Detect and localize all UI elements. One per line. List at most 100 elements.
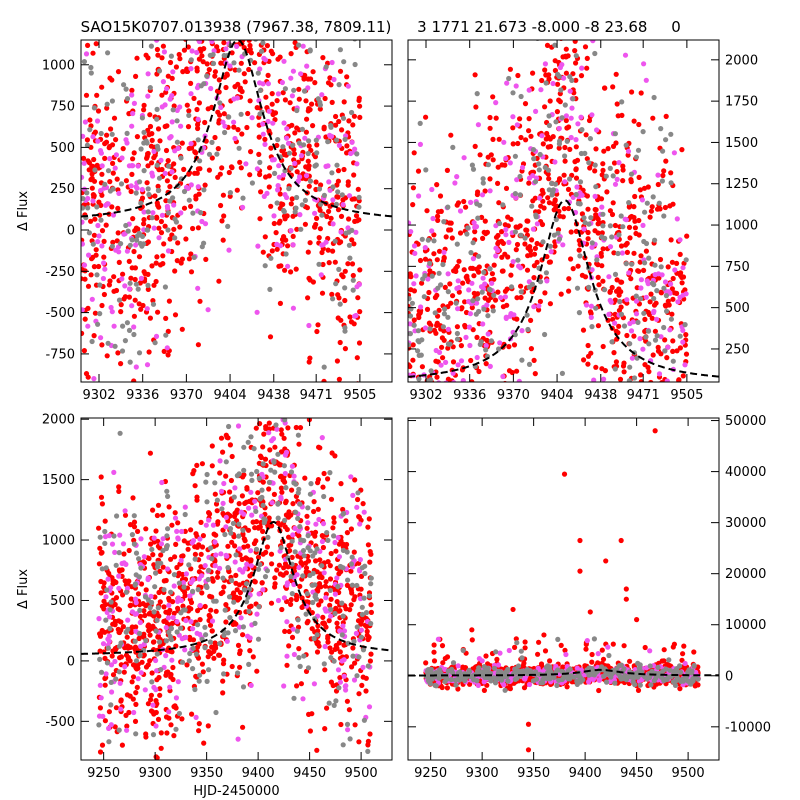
point-red xyxy=(343,606,349,612)
point-red xyxy=(104,409,109,414)
point-gray xyxy=(361,595,367,601)
point-gray xyxy=(358,634,364,640)
point-red xyxy=(187,636,193,643)
point-magenta xyxy=(327,132,333,138)
point-magenta xyxy=(284,619,290,625)
point-gray xyxy=(609,234,615,240)
point-red xyxy=(240,632,246,638)
point-red xyxy=(271,491,277,497)
point-red xyxy=(614,169,620,175)
point-red xyxy=(171,610,177,616)
point-red xyxy=(176,570,182,576)
point-red xyxy=(263,410,268,415)
point-red xyxy=(216,120,222,126)
point-red xyxy=(115,626,121,633)
point-red xyxy=(312,224,318,230)
point-gray xyxy=(431,238,437,244)
point-gray xyxy=(150,732,157,738)
point-red xyxy=(469,379,475,382)
point-magenta xyxy=(85,323,91,329)
point-red xyxy=(614,101,620,107)
point-gray xyxy=(253,546,260,552)
point-gray xyxy=(327,470,333,476)
point-magenta xyxy=(103,671,109,677)
point-red xyxy=(90,254,96,260)
point-red xyxy=(136,301,142,307)
point-magenta xyxy=(154,668,160,674)
point-red xyxy=(263,549,269,556)
point-magenta xyxy=(300,696,306,702)
point-red xyxy=(257,216,263,222)
point-gray xyxy=(313,162,319,168)
point-gray xyxy=(306,138,312,144)
point-red xyxy=(496,136,502,142)
point-red xyxy=(234,587,240,593)
point-gray xyxy=(221,671,227,677)
point-red xyxy=(252,60,258,66)
point-red xyxy=(110,672,117,678)
point-magenta xyxy=(164,566,171,572)
y-tick-label: 500 xyxy=(725,301,750,316)
point-gray xyxy=(247,586,253,592)
point-gray xyxy=(221,632,227,639)
point-magenta xyxy=(222,123,228,129)
point-red xyxy=(419,364,425,370)
point-gray xyxy=(95,321,101,327)
point-magenta xyxy=(91,376,97,382)
point-gray xyxy=(293,481,299,487)
point-red xyxy=(670,275,676,282)
point-gray xyxy=(208,545,214,551)
point-gray xyxy=(171,572,177,578)
point-red xyxy=(484,337,490,343)
point-magenta xyxy=(629,355,636,361)
point-red xyxy=(525,218,531,224)
point-magenta xyxy=(131,709,137,716)
point-magenta xyxy=(249,512,255,518)
point-magenta xyxy=(151,148,157,155)
point-gray xyxy=(213,709,219,716)
point-red xyxy=(600,343,606,350)
point-gray xyxy=(368,581,374,587)
point-red xyxy=(305,618,311,624)
point-magenta xyxy=(142,687,148,693)
point-red xyxy=(241,472,247,478)
point-red xyxy=(445,345,451,351)
point-magenta xyxy=(183,634,189,641)
point-gray xyxy=(172,235,178,241)
point-gray xyxy=(179,659,186,665)
point-gray xyxy=(103,565,109,571)
point-gray xyxy=(586,221,592,227)
point-red xyxy=(301,76,307,82)
point-red xyxy=(317,106,323,112)
point-magenta xyxy=(94,118,101,124)
point-red xyxy=(441,408,446,413)
point-gray xyxy=(302,197,308,203)
point-red xyxy=(85,374,91,380)
point-red xyxy=(529,237,535,243)
point-red xyxy=(618,243,625,249)
point-magenta xyxy=(563,113,570,119)
point-red xyxy=(355,618,362,624)
point-gray xyxy=(174,118,180,124)
point-gray xyxy=(226,114,232,120)
point-red xyxy=(296,646,302,652)
point-red xyxy=(415,407,420,412)
point-red xyxy=(238,165,244,171)
point-gray xyxy=(139,233,146,239)
point-red xyxy=(319,290,326,296)
point-red xyxy=(316,574,322,580)
point-red xyxy=(454,324,460,330)
point-gray xyxy=(593,305,599,311)
point-magenta xyxy=(284,194,290,201)
point-magenta xyxy=(128,183,134,189)
point-gray xyxy=(350,287,356,293)
point-red xyxy=(472,143,478,149)
point-gray xyxy=(221,8,226,13)
point-red xyxy=(215,109,221,115)
point-red xyxy=(668,170,674,176)
point-red xyxy=(282,97,288,103)
point-magenta xyxy=(123,137,129,143)
point-magenta xyxy=(501,139,507,145)
point-red xyxy=(263,174,269,180)
point-magenta xyxy=(252,498,258,504)
